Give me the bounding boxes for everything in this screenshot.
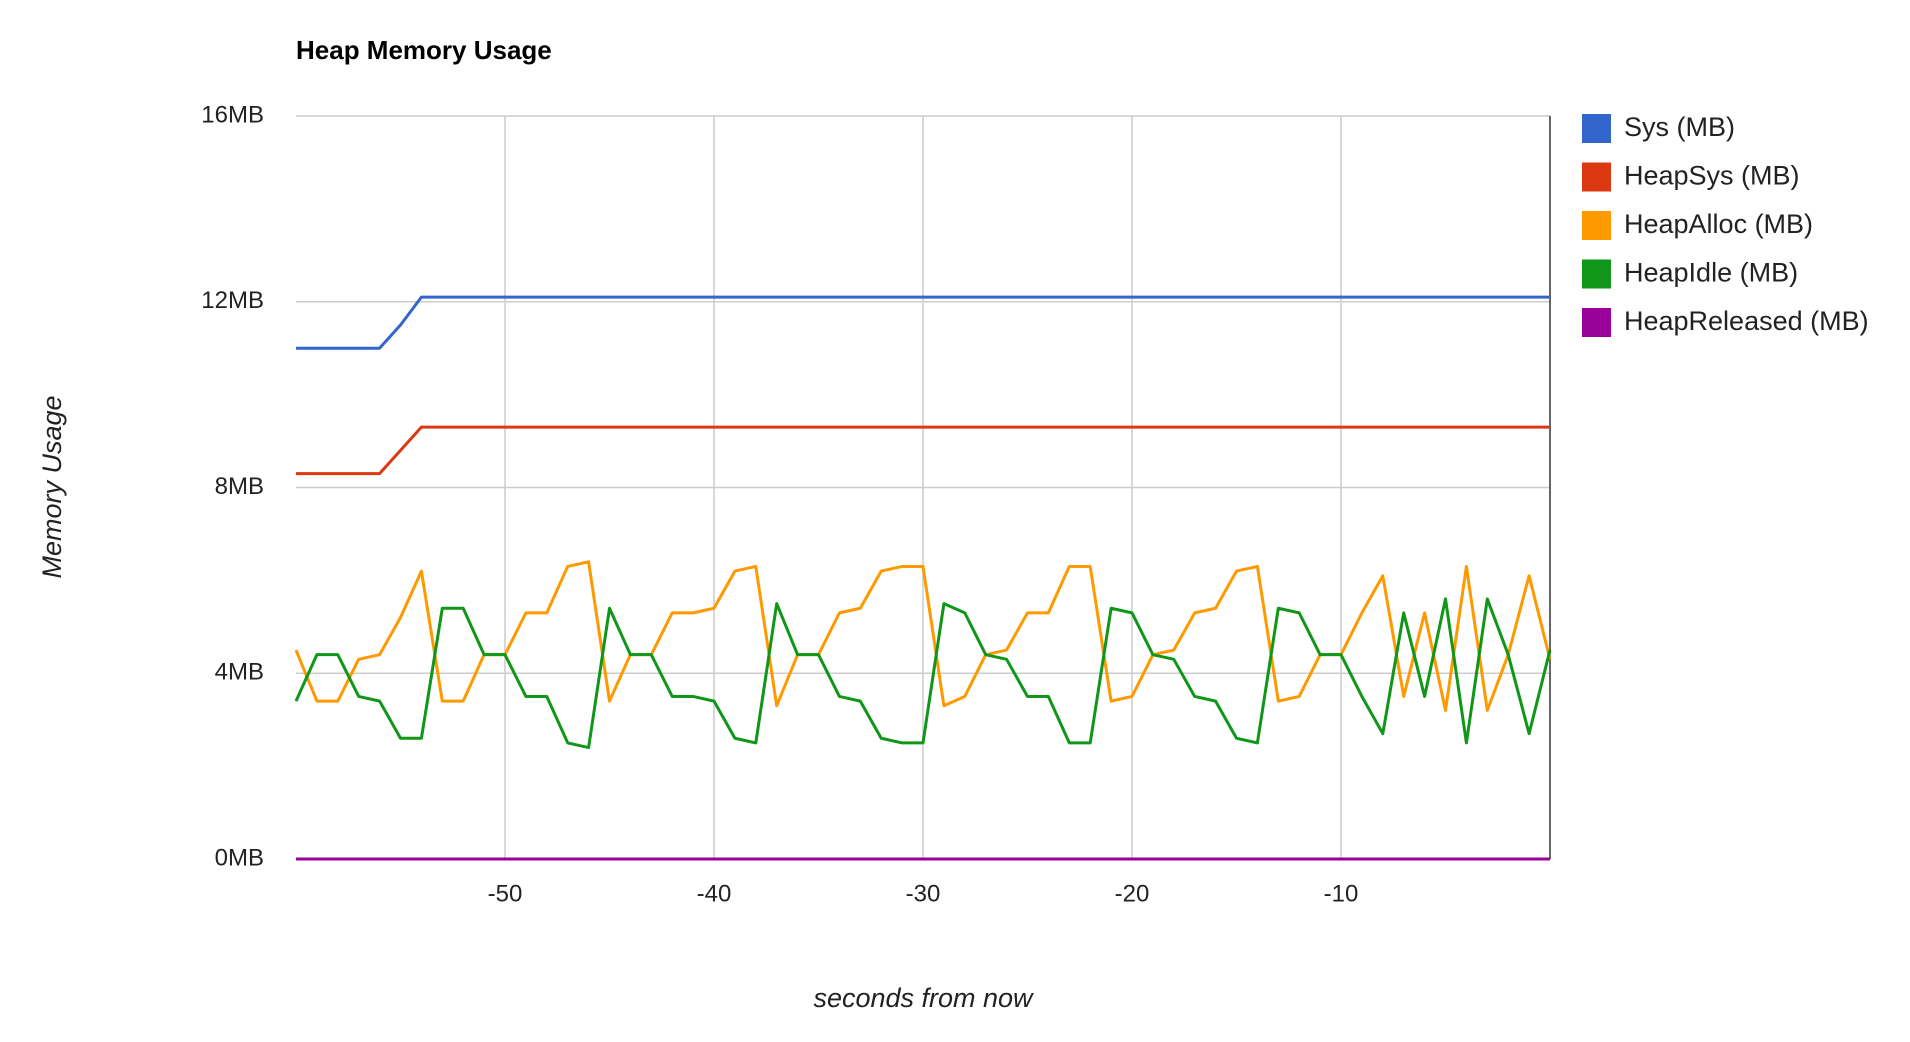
series-line bbox=[296, 295, 1550, 350]
x-tick-label: -20 bbox=[1115, 880, 1150, 907]
legend-label: Sys (MB) bbox=[1624, 112, 1735, 142]
y-tick-label: 8MB bbox=[215, 473, 264, 500]
legend-swatch bbox=[1582, 308, 1611, 337]
y-tick-label: 16MB bbox=[201, 101, 264, 128]
legend-label: HeapAlloc (MB) bbox=[1624, 209, 1813, 239]
series-line bbox=[294, 597, 1552, 750]
legend-swatch bbox=[1582, 211, 1611, 240]
chart-title: Heap Memory Usage bbox=[296, 35, 552, 65]
x-tick-label: -30 bbox=[906, 880, 941, 907]
x-tick-label: -50 bbox=[488, 880, 523, 907]
legend-swatch bbox=[1582, 114, 1611, 143]
x-axis-label: seconds from now bbox=[813, 983, 1034, 1013]
y-tick-label: 4MB bbox=[215, 659, 264, 686]
legend-label: HeapSys (MB) bbox=[1624, 161, 1800, 191]
series-line bbox=[296, 425, 1550, 476]
y-tick-label: 0MB bbox=[215, 844, 264, 871]
y-axis-label: Memory Usage bbox=[37, 395, 67, 578]
x-tick-label: -40 bbox=[697, 880, 732, 907]
legend-label: HeapReleased (MB) bbox=[1624, 306, 1869, 336]
legend-label: HeapIdle (MB) bbox=[1624, 258, 1798, 288]
legend-swatch bbox=[1582, 162, 1611, 192]
y-tick-label: 12MB bbox=[201, 287, 264, 314]
legend-swatch bbox=[1582, 259, 1611, 289]
x-tick-label: -10 bbox=[1324, 880, 1359, 907]
